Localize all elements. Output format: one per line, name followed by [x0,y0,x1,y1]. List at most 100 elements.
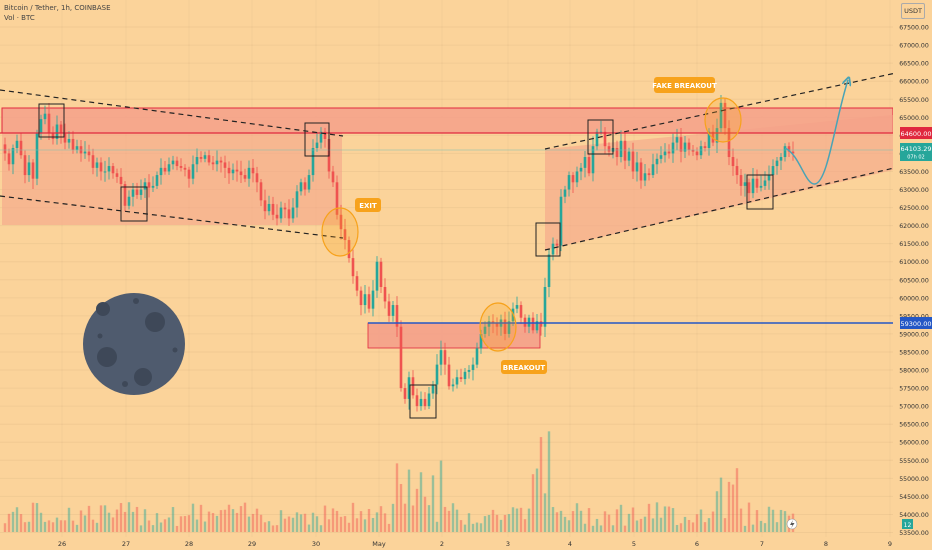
volume-bar [383,513,387,532]
volume-bar [83,515,87,532]
candle-body [395,305,399,327]
volume-bar [127,502,131,532]
volume-bar [7,513,11,532]
candle-body [163,167,167,172]
candle-body [307,175,311,190]
volume-bar [679,523,683,532]
pivot-box [304,122,330,157]
symbol-title: Bitcoin / Tether, 1h, COINBASE [4,4,111,12]
candle-body [223,162,227,168]
volume-bar [483,516,487,532]
volume-bar [211,513,215,532]
candle-body [691,149,695,152]
candle-body [667,151,671,154]
candle-body [11,147,15,165]
volume-bar [27,521,31,532]
callout-fake-breakout: FAKE BREAKOUT [652,77,717,93]
candle-body [219,160,223,163]
volume-bar [311,512,315,532]
price-tick-label: 56500.00 [899,422,929,429]
volume-bar [339,516,343,532]
price-tick-label: 58500.00 [899,349,929,356]
candle-body [103,171,107,173]
volume-bar [47,520,51,532]
candle-body [415,395,419,407]
volume-bar [467,513,471,532]
candle-body [67,138,71,143]
volume-bar [95,522,99,532]
volume-bar [595,518,599,532]
price-badge-current-text: 64103.29 [900,145,931,153]
price-badge-resistance-text: 64600.00 [900,130,931,138]
volume-bar [59,520,63,532]
candle-body [451,384,455,387]
exit-circle [321,207,359,257]
volume-bar [167,517,171,532]
candle-body [131,189,135,197]
callout-breakout: BREAKOUT [501,360,547,374]
volume-bar [739,508,743,532]
candle-body [83,151,87,154]
volume-bar [543,493,547,532]
volume-bar [223,509,227,532]
volume-bar [599,525,603,532]
volume-bar [635,520,639,532]
time-tick-label: 3 [506,540,510,548]
volume-bar [251,513,255,532]
candle-body [3,144,7,154]
price-tick-label: 55000.00 [899,476,929,483]
volume-bar [371,517,375,532]
lightning-icon[interactable] [786,518,798,530]
candle-body [723,102,727,129]
candle-body [483,326,487,334]
pivot-box [38,103,65,138]
volume-bar [471,523,475,532]
candle-body [211,162,215,165]
candle-body [275,214,279,219]
candle-body [71,138,75,150]
price-tick-label: 67500.00 [899,25,929,32]
price-axis[interactable] [893,0,932,550]
price-tick-label: 56000.00 [899,440,929,447]
candle-body [43,113,47,120]
candle-body [491,321,495,324]
price-badge-support: 59300.00 [900,317,932,329]
candle-body [175,160,179,167]
candle-body [19,140,23,156]
candle-body [371,290,375,309]
volume-bar [183,516,187,532]
volume-bar [231,509,235,532]
candle-body [259,182,263,201]
candle-body [619,140,623,158]
candle-body [731,157,735,167]
volume-bar [435,521,439,532]
callout-breakout-text: BREAKOUT [503,364,546,372]
lower-downtrend-line [0,195,344,239]
candle-body [591,146,595,174]
candle-body [455,377,459,385]
volume-bar [63,520,67,532]
volume-bars [3,431,795,532]
volume-bar [255,508,259,532]
candle-body [51,133,55,139]
price-tick-label: 66500.00 [899,61,929,68]
volume-bar [391,503,395,532]
candle-body [419,398,423,407]
volume-bar [587,508,591,532]
volume-bar [451,503,455,532]
candle-body [195,157,199,165]
candle-body [523,317,527,327]
volume-bar [627,513,631,532]
volume-bar [143,509,147,532]
candle-body [107,166,111,172]
lower-channel-line [544,159,929,251]
quote-unit-button[interactable]: USDT [901,3,925,19]
volume-bar [55,517,59,532]
volume-bar [487,514,491,532]
candle-body [283,207,287,210]
candle-body [563,189,567,197]
candle-body [495,323,499,327]
candle-body [183,167,187,170]
candle-body [727,128,731,158]
